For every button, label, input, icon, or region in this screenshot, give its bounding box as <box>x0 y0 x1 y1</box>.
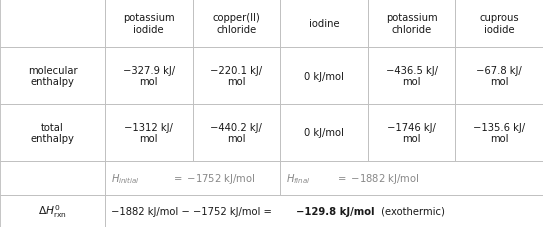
Bar <box>456 48 543 105</box>
Bar <box>193 105 280 161</box>
Bar <box>105 195 543 227</box>
Bar <box>0 105 105 161</box>
Bar <box>0 195 105 227</box>
Text: −1882 kJ/mol − −1752 kJ/mol =: −1882 kJ/mol − −1752 kJ/mol = <box>111 206 275 216</box>
Text: 0 kJ/mol: 0 kJ/mol <box>304 128 344 138</box>
Text: −327.9 kJ/
mol: −327.9 kJ/ mol <box>123 65 175 87</box>
Bar <box>0 0 105 48</box>
Text: −1312 kJ/
mol: −1312 kJ/ mol <box>124 122 173 144</box>
Text: $H_\mathregular{final}$: $H_\mathregular{final}$ <box>286 171 311 185</box>
Text: −1746 kJ/
mol: −1746 kJ/ mol <box>387 122 436 144</box>
Text: potassium
iodide: potassium iodide <box>123 13 175 35</box>
Text: −135.6 kJ/
mol: −135.6 kJ/ mol <box>473 122 525 144</box>
Bar <box>0 48 105 105</box>
Text: 0 kJ/mol: 0 kJ/mol <box>304 71 344 81</box>
Bar <box>105 161 280 195</box>
Text: −129.8 kJ/mol: −129.8 kJ/mol <box>296 206 375 216</box>
Bar <box>105 0 193 48</box>
Bar <box>368 105 456 161</box>
Bar <box>456 105 543 161</box>
Text: molecular
enthalpy: molecular enthalpy <box>28 65 77 87</box>
Bar <box>280 105 368 161</box>
Bar <box>105 48 193 105</box>
Bar <box>456 0 543 48</box>
Text: cuprous
iodide: cuprous iodide <box>479 13 519 35</box>
Bar <box>368 48 456 105</box>
Text: iodine: iodine <box>308 19 339 29</box>
Text: potassium
chloride: potassium chloride <box>386 13 438 35</box>
Bar <box>280 0 368 48</box>
Bar <box>105 105 193 161</box>
Bar <box>368 0 456 48</box>
Text: −440.2 kJ/
mol: −440.2 kJ/ mol <box>211 122 262 144</box>
Text: (exothermic): (exothermic) <box>378 206 445 216</box>
Bar <box>193 48 280 105</box>
Bar <box>193 0 280 48</box>
Text: total
enthalpy: total enthalpy <box>30 122 74 144</box>
Text: $=$ $-$1882 kJ/mol: $=$ $-$1882 kJ/mol <box>332 171 420 185</box>
Text: copper(II)
chloride: copper(II) chloride <box>212 13 260 35</box>
Text: $\Delta H^0_\mathregular{rxn}$: $\Delta H^0_\mathregular{rxn}$ <box>38 203 67 220</box>
Bar <box>280 161 543 195</box>
Bar <box>0 161 105 195</box>
Bar <box>280 48 368 105</box>
Text: −67.8 kJ/
mol: −67.8 kJ/ mol <box>476 65 522 87</box>
Text: $H_\mathregular{initial}$: $H_\mathregular{initial}$ <box>111 171 140 185</box>
Text: −220.1 kJ/
mol: −220.1 kJ/ mol <box>210 65 262 87</box>
Text: $=$ $-$1752 kJ/mol: $=$ $-$1752 kJ/mol <box>168 171 256 185</box>
Text: −436.5 kJ/
mol: −436.5 kJ/ mol <box>386 65 438 87</box>
